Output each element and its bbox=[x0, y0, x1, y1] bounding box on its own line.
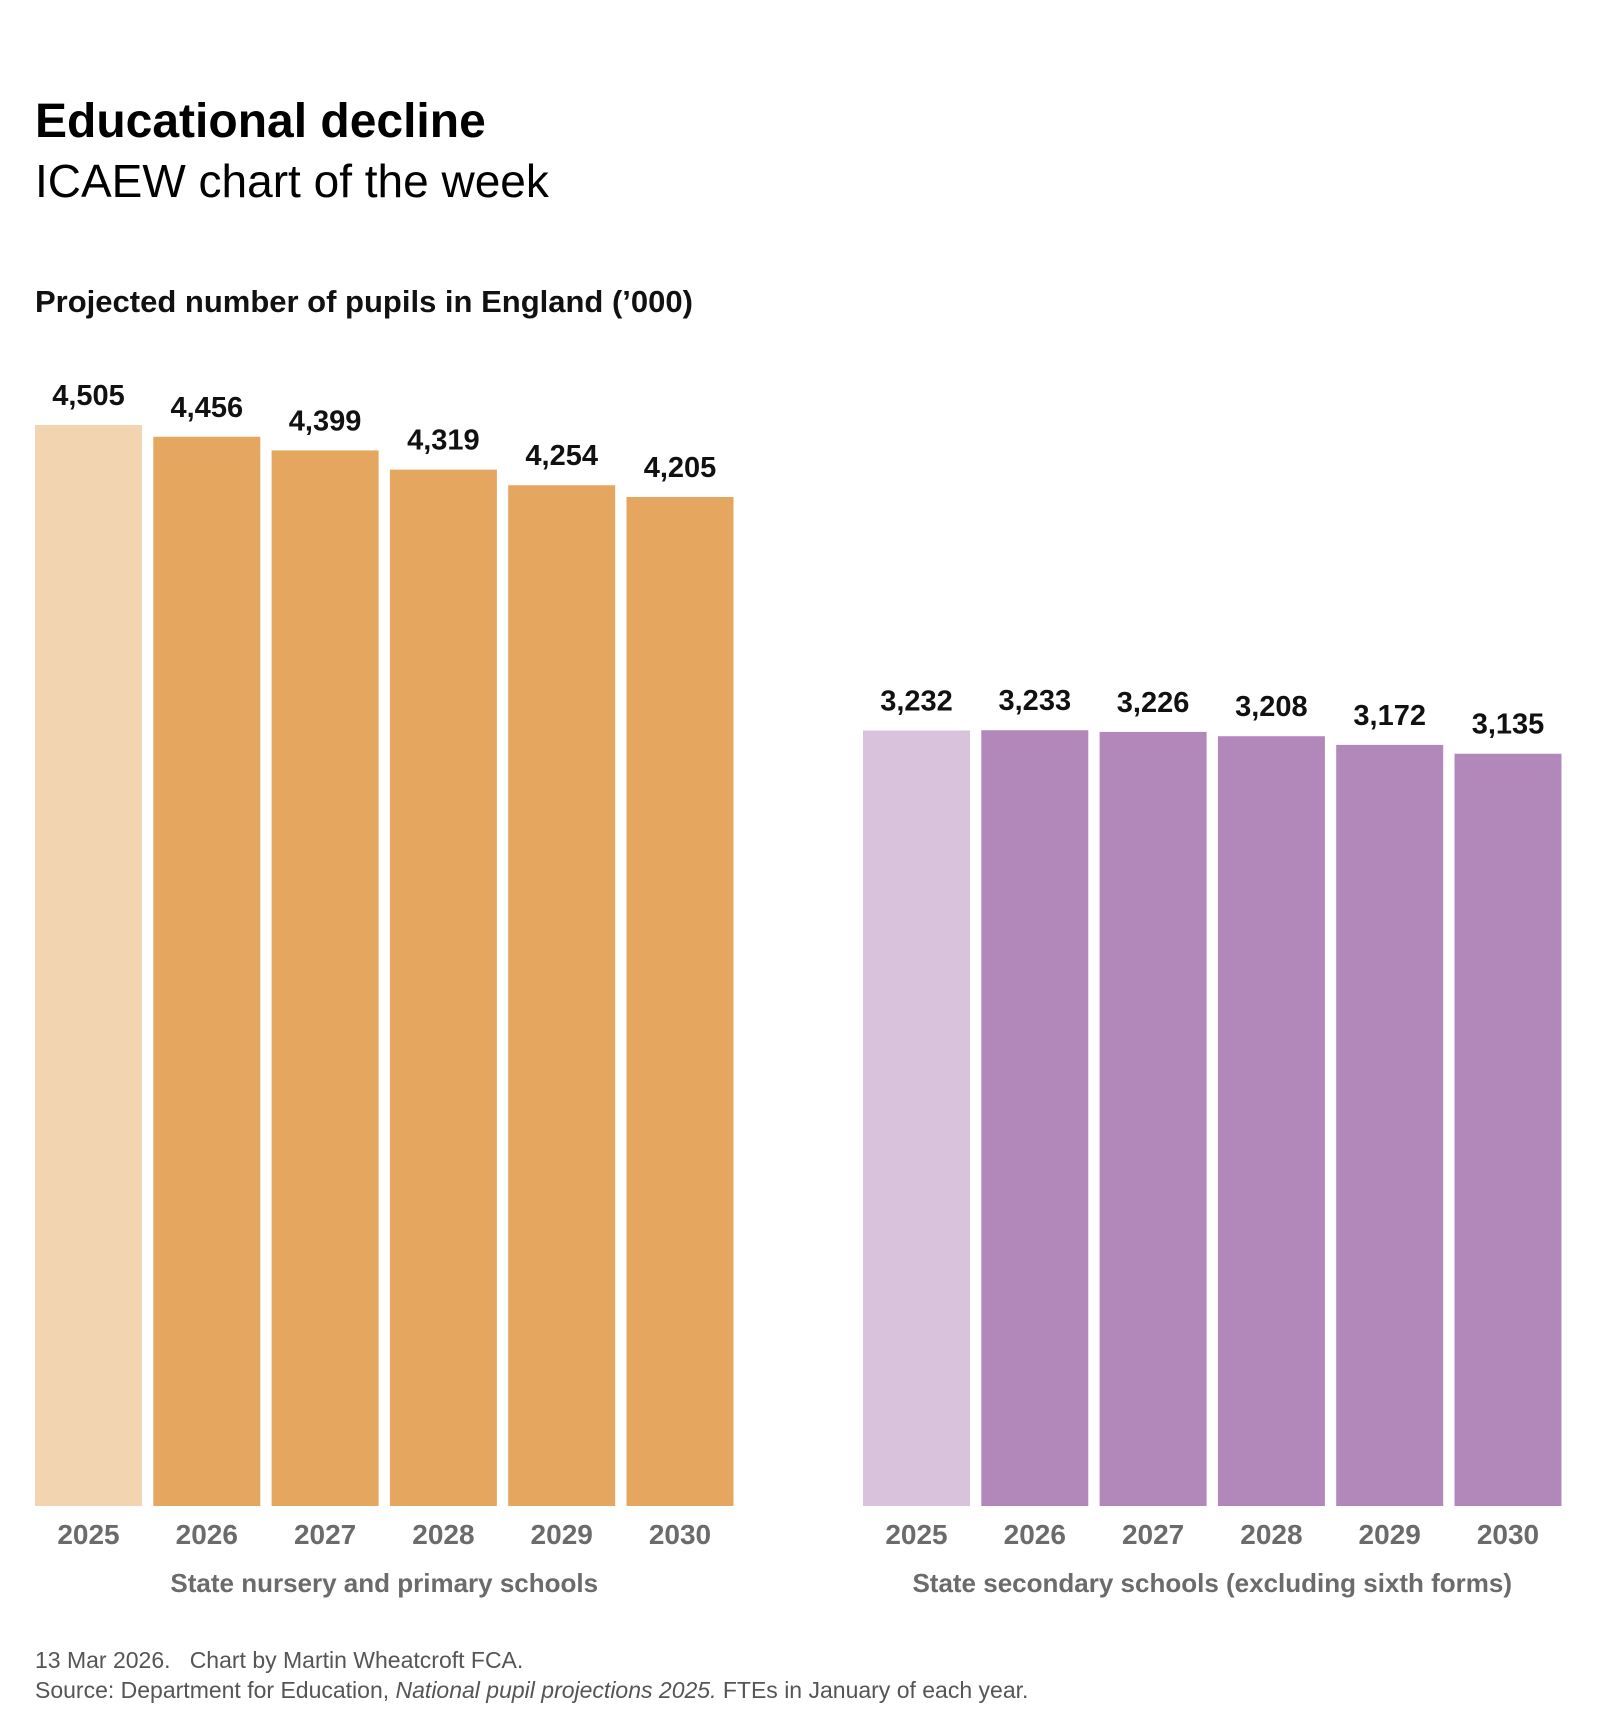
data-label: 3,208 bbox=[1235, 691, 1308, 723]
bar bbox=[153, 436, 261, 1506]
footer-source: Source: Department for Education, Nation… bbox=[35, 1677, 1028, 1703]
bar bbox=[863, 730, 970, 1506]
data-label: 4,254 bbox=[525, 440, 598, 472]
x-tick-label: 2025 bbox=[885, 1519, 947, 1550]
x-tick-label: 2027 bbox=[1122, 1519, 1184, 1550]
x-tick-label: 2028 bbox=[412, 1519, 474, 1550]
group-label: State secondary schools (excluding sixth… bbox=[912, 1568, 1512, 1598]
footer-line1: 13 Mar 2026. Chart by Martin Wheatcroft … bbox=[35, 1647, 523, 1673]
x-tick-label: 2030 bbox=[1477, 1519, 1539, 1550]
bar bbox=[508, 485, 616, 1506]
bar bbox=[1217, 736, 1325, 1506]
data-label: 4,399 bbox=[289, 405, 362, 437]
x-tick-label: 2029 bbox=[1359, 1519, 1421, 1550]
bar bbox=[1099, 731, 1207, 1506]
chart-title: Projected number of pupils in England (’… bbox=[35, 284, 693, 319]
data-label: 3,172 bbox=[1353, 700, 1426, 732]
x-tick-label: 2027 bbox=[294, 1519, 356, 1550]
data-label: 3,232 bbox=[880, 685, 953, 717]
data-label: 4,205 bbox=[644, 452, 717, 484]
x-tick-label: 2028 bbox=[1240, 1519, 1302, 1550]
x-tick-label: 2025 bbox=[57, 1519, 119, 1550]
source-italic: National pupil projections 2025. bbox=[396, 1677, 717, 1703]
bar bbox=[1336, 744, 1444, 1506]
source-suffix: FTEs in January of each year. bbox=[716, 1677, 1028, 1703]
bar bbox=[389, 469, 497, 1507]
x-tick-label: 2026 bbox=[176, 1519, 238, 1550]
x-tick-label: 2030 bbox=[649, 1519, 711, 1550]
x-tick-label: 2026 bbox=[1004, 1519, 1066, 1550]
data-label: 3,226 bbox=[1117, 687, 1190, 719]
data-label: 3,233 bbox=[999, 685, 1072, 717]
bar bbox=[35, 425, 142, 1506]
bar bbox=[626, 496, 734, 1506]
source-prefix: Source: Department for Education, bbox=[35, 1677, 396, 1703]
group-label: State nursery and primary schools bbox=[170, 1568, 598, 1598]
data-label: 4,456 bbox=[171, 392, 244, 424]
data-label: 4,505 bbox=[52, 380, 125, 412]
data-label: 4,319 bbox=[407, 425, 480, 457]
bar bbox=[271, 450, 379, 1506]
data-label: 3,135 bbox=[1472, 709, 1545, 741]
x-tick-label: 2029 bbox=[531, 1519, 593, 1550]
subtitle: ICAEW chart of the week bbox=[35, 155, 550, 207]
bar bbox=[981, 730, 1089, 1506]
bar bbox=[1454, 753, 1562, 1506]
bars-layer: 4,505 2025 4,456 2026 4,399 2027 4,319 2028 4,25… bbox=[35, 380, 1562, 1598]
title: Educational decline bbox=[35, 95, 486, 148]
